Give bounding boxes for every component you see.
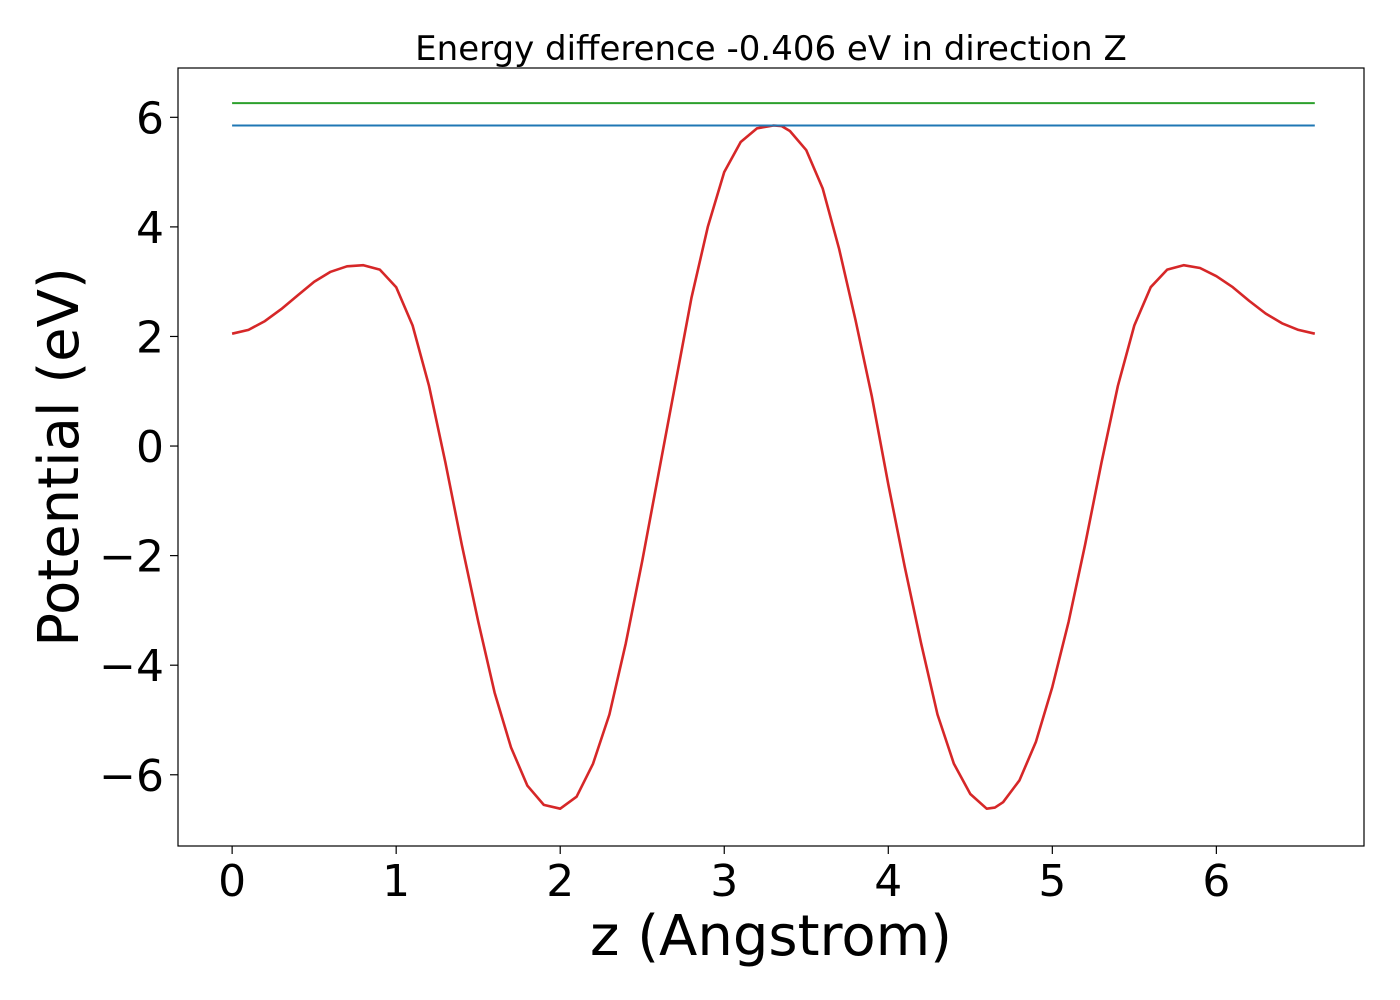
series-line-1 xyxy=(231,124,1316,811)
chart-title: Energy difference -0.406 eV in direction… xyxy=(415,29,1127,69)
y-tick-label: 0 xyxy=(136,422,164,473)
y-tick-label: −6 xyxy=(99,751,164,802)
y-axis-ticks: −6 −4 −2 0 2 4 6 xyxy=(99,93,178,802)
x-tick-label: 0 xyxy=(218,856,246,907)
y-tick-label: −2 xyxy=(99,532,164,583)
y-axis-label: Potential (eV) xyxy=(27,267,92,647)
x-axis-ticks: 0 1 2 3 4 5 6 xyxy=(218,846,1230,907)
y-tick-label: 4 xyxy=(136,203,164,254)
series-layer xyxy=(231,102,1316,811)
x-tick-label: 6 xyxy=(1202,856,1230,907)
x-tick-label: 1 xyxy=(382,856,410,907)
x-tick-label: 2 xyxy=(546,856,574,907)
x-tick-label: 3 xyxy=(710,856,738,907)
y-tick-label: 2 xyxy=(136,312,164,363)
y-tick-label: 6 xyxy=(136,93,164,144)
plot-frame xyxy=(177,67,1365,847)
x-tick-label: 4 xyxy=(874,856,902,907)
x-tick-label: 5 xyxy=(1038,856,1066,907)
x-axis-label: z (Angstrom) xyxy=(590,904,952,969)
y-tick-label: −4 xyxy=(99,641,164,692)
